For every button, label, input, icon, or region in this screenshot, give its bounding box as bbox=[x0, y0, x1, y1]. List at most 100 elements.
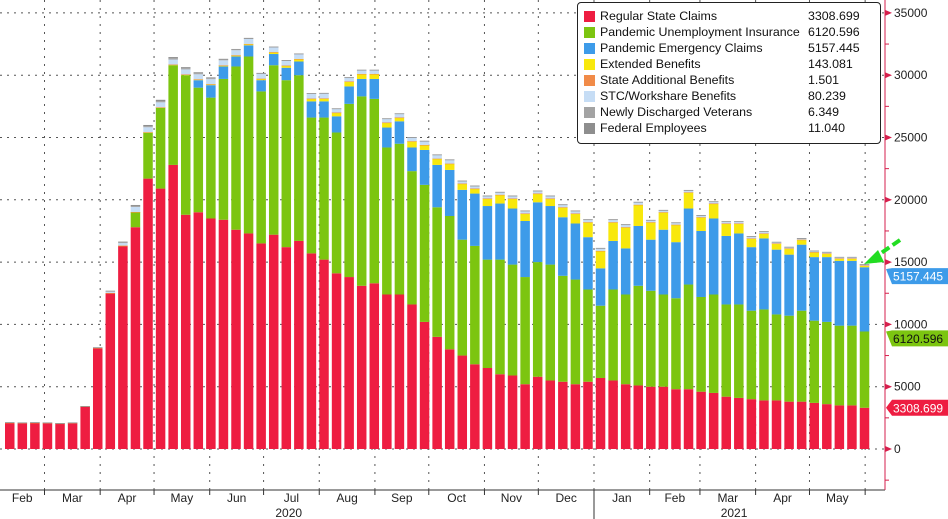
bar-segment bbox=[180, 67, 191, 69]
bar-segment bbox=[30, 422, 40, 449]
bar-segment bbox=[306, 253, 317, 449]
year-label: 2021 bbox=[721, 506, 748, 519]
bar-segment bbox=[545, 195, 556, 199]
bar-segment bbox=[633, 204, 643, 226]
bar-segment bbox=[344, 277, 354, 449]
legend-value: 143.081 bbox=[808, 57, 853, 71]
bar-segment bbox=[834, 405, 845, 449]
bar-segment bbox=[671, 222, 681, 225]
bar-segment bbox=[620, 248, 631, 295]
bar-segment bbox=[646, 222, 656, 223]
legend-value: 6120.596 bbox=[808, 25, 860, 39]
bar-segment bbox=[608, 380, 618, 449]
bar-segment bbox=[180, 68, 191, 70]
bar-segment bbox=[784, 248, 794, 255]
bar-segment bbox=[608, 222, 618, 223]
y-tick-marker bbox=[885, 9, 892, 16]
bar-segment bbox=[294, 61, 304, 76]
bar-segment bbox=[721, 223, 731, 236]
bar-segment bbox=[683, 190, 694, 193]
bar-segment bbox=[444, 159, 455, 164]
bar-segment bbox=[105, 291, 116, 292]
bar-segment bbox=[809, 250, 819, 253]
bar-segment bbox=[407, 141, 417, 142]
bar-segment bbox=[482, 259, 493, 369]
bar-segment bbox=[847, 256, 857, 258]
bar-segment bbox=[495, 194, 505, 196]
bar-segment bbox=[470, 193, 480, 246]
bar-segment bbox=[432, 154, 442, 156]
value-tag: 3308.699 bbox=[886, 399, 948, 416]
bar-segment bbox=[784, 254, 794, 316]
bar-segment bbox=[168, 64, 178, 66]
bar-segment bbox=[268, 52, 279, 53]
bar-segment bbox=[382, 147, 392, 295]
bar-segment bbox=[143, 178, 153, 450]
bar-segment bbox=[369, 73, 380, 79]
bar-segment bbox=[545, 198, 556, 200]
bar-segment bbox=[457, 180, 468, 182]
bar-segment bbox=[784, 246, 794, 248]
bar-segment bbox=[432, 336, 442, 449]
bar-segment bbox=[118, 245, 128, 449]
bar-segment bbox=[834, 260, 845, 326]
legend-swatch bbox=[584, 10, 595, 22]
bar-segment bbox=[734, 223, 744, 225]
bar-segment bbox=[822, 252, 832, 254]
bar-segment bbox=[457, 181, 468, 184]
bar-segment bbox=[771, 243, 782, 244]
bar-segment bbox=[118, 242, 128, 244]
bar-segment bbox=[331, 132, 342, 274]
bar-segment bbox=[620, 224, 631, 225]
bar-segment bbox=[771, 241, 782, 243]
bar-segment bbox=[847, 325, 857, 406]
bar-segment bbox=[721, 304, 731, 397]
bar-segment bbox=[658, 212, 669, 230]
y-tick-marker bbox=[885, 321, 892, 328]
bar-segment bbox=[319, 93, 329, 99]
bar-segment bbox=[822, 257, 832, 322]
legend-item: Federal Employees 11.040 bbox=[584, 120, 880, 136]
bar-segment bbox=[268, 234, 279, 449]
bar-segment bbox=[382, 122, 392, 128]
y-tick-marker bbox=[885, 259, 892, 266]
bar-segment bbox=[708, 201, 719, 204]
bar-segment bbox=[281, 80, 292, 248]
y-tick-marker bbox=[885, 72, 892, 79]
bar-segment bbox=[532, 262, 543, 377]
bar-segment bbox=[394, 117, 405, 119]
bar-segment bbox=[444, 159, 455, 161]
bar-segment bbox=[520, 210, 530, 214]
legend-value: 5157.445 bbox=[808, 41, 860, 55]
bar-segment bbox=[570, 210, 581, 212]
bar-segment bbox=[834, 258, 845, 259]
bar-segment bbox=[646, 290, 656, 387]
bar-segment bbox=[734, 233, 744, 305]
bar-segment bbox=[482, 368, 493, 449]
bar-segment bbox=[180, 214, 191, 449]
bar-segment bbox=[759, 231, 769, 232]
y-tick-label: 5000 bbox=[894, 380, 921, 394]
bar-segment bbox=[583, 289, 593, 382]
legend-label: State Additional Benefits bbox=[600, 73, 735, 87]
bar-segment bbox=[407, 304, 417, 449]
bar-segment bbox=[482, 198, 493, 200]
bar-segment bbox=[130, 205, 141, 207]
bar-segment bbox=[206, 78, 216, 80]
bar-segment bbox=[759, 233, 769, 239]
legend-item: STC/Workshare Benefits 80.239 bbox=[584, 88, 880, 104]
legend-swatch bbox=[584, 42, 595, 54]
bar-segment bbox=[193, 87, 204, 213]
bar-segment bbox=[444, 163, 455, 165]
bar-segment bbox=[708, 294, 719, 393]
bar-segment bbox=[558, 204, 568, 208]
x-tick-label: Dec bbox=[555, 491, 576, 505]
bar-segment bbox=[822, 321, 832, 405]
bar-segment bbox=[356, 73, 367, 75]
bar-segment bbox=[796, 238, 807, 240]
bar-segment bbox=[482, 195, 493, 197]
bar-segment bbox=[394, 294, 405, 449]
bar-segment bbox=[143, 124, 153, 127]
last-value-tags: 3308.699 6120.596 5157.445 bbox=[886, 268, 948, 416]
